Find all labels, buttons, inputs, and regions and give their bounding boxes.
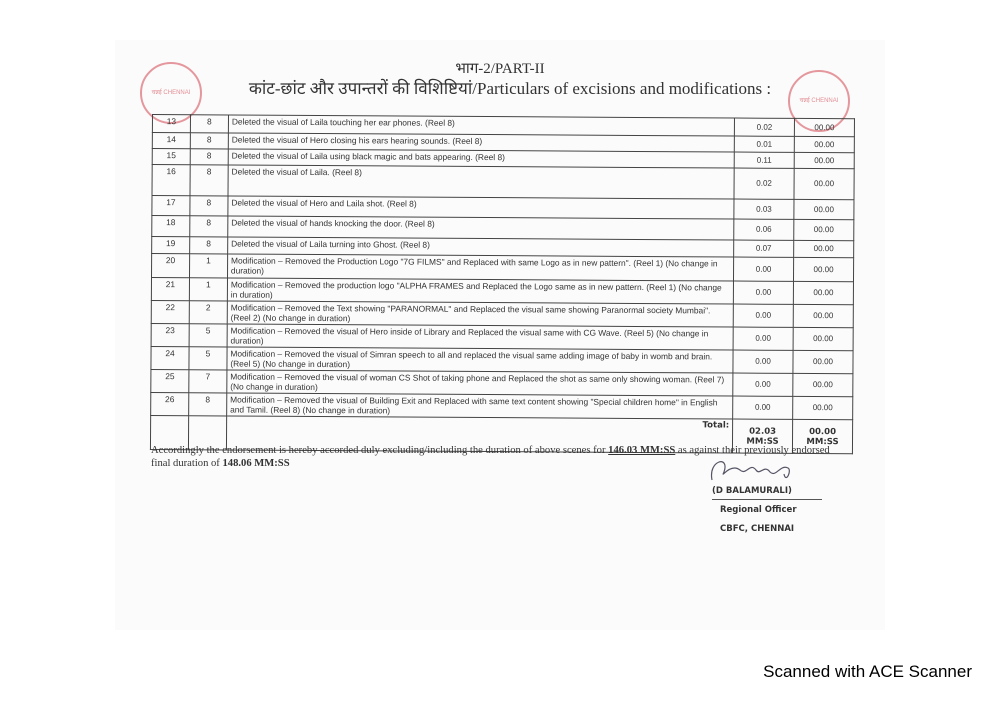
- row-number: 14: [152, 132, 191, 149]
- reel-number: 8: [189, 164, 229, 196]
- part-label: भाग-2/PART-II: [455, 61, 545, 77]
- row-number: 16: [152, 164, 191, 196]
- inserted-cell: 00.00: [792, 350, 854, 374]
- inserted-cell: 00.00: [793, 219, 854, 241]
- description: Modification – Removed the Production Lo…: [227, 253, 734, 282]
- duration-cell: 0.00: [732, 396, 793, 420]
- inserted-cell: 00.00: [794, 118, 855, 137]
- duration-cell: 0.00: [733, 281, 794, 305]
- row-number: 21: [151, 277, 190, 301]
- duration-cell: 0.00: [733, 257, 794, 282]
- duration-cell: 0.02: [734, 168, 795, 200]
- reel-number: 5: [188, 346, 227, 370]
- inserted-cell: 00.00: [793, 304, 854, 328]
- duration-cell: 0.00: [732, 373, 793, 397]
- description: Modification – Removed the visual of Bui…: [226, 392, 733, 420]
- duration-cell: 0.00: [733, 327, 794, 351]
- signatory-role: Regional Officer: [720, 505, 797, 515]
- inserted-cell: 00.00: [794, 152, 855, 169]
- row-number: 25: [150, 369, 189, 393]
- description: Modification – Removed the visual of Her…: [226, 323, 734, 351]
- inserted-cell: 00.00: [793, 199, 854, 220]
- description: Deleted the visual of Laila. (Reel 8): [227, 164, 735, 200]
- inserted-cell: 00.00: [792, 373, 853, 397]
- inserted-cell: 00.00: [793, 240, 854, 258]
- inserted-cell: 00.00: [793, 327, 854, 351]
- row-number: 23: [151, 323, 190, 347]
- excisions-table: 13 8 Deleted the visual of Laila touching …: [150, 114, 855, 454]
- row-number: 13: [152, 114, 191, 133]
- row-number: 22: [151, 300, 190, 324]
- scanner-watermark: Scanned with ACE Scanner: [763, 662, 972, 681]
- reel-number: 8: [190, 148, 229, 165]
- row-number: 20: [151, 253, 190, 278]
- description: Modification – Removed the visual of wom…: [226, 369, 733, 397]
- table-row: 16 8 Deleted the visual of Laila. (Reel 8)…: [152, 164, 855, 200]
- row-number: 17: [151, 195, 190, 216]
- duration-cell: 0.00: [732, 350, 794, 374]
- reel-number: 8: [189, 215, 228, 237]
- duration-cell: 0.02: [734, 118, 795, 137]
- description: Modification – Removed the Text showing …: [227, 300, 734, 328]
- signatory-office: CBFC, CHENNAI: [720, 524, 795, 534]
- reel-number: 1: [189, 277, 228, 301]
- reel-number: 8: [188, 392, 227, 416]
- reel-number: 8: [190, 114, 229, 133]
- inserted-cell: 00.00: [793, 168, 855, 200]
- signature-line: [712, 499, 822, 500]
- document-page: [115, 40, 885, 630]
- inserted-cell: 00.00: [794, 136, 855, 153]
- reel-number: 5: [189, 323, 228, 347]
- reel-number: 7: [188, 369, 227, 393]
- office-stamp-left: चन्नई CHENNAI: [140, 62, 202, 124]
- description: Modification – Removed the production lo…: [227, 277, 734, 305]
- row-number: 18: [151, 215, 190, 237]
- reel-number: 8: [190, 132, 229, 149]
- row-number: 15: [152, 148, 191, 165]
- office-stamp-right: चन्नई CHENNAI: [788, 70, 850, 132]
- reel-number: 1: [189, 253, 228, 278]
- duration-cell: 0.07: [733, 240, 794, 258]
- description: Modification – Removed the visual of Sim…: [226, 346, 734, 374]
- duration-cell: 0.11: [734, 152, 795, 169]
- row-number: 26: [150, 392, 189, 416]
- signature: [711, 461, 790, 481]
- reel-number: 8: [189, 195, 228, 216]
- row-number: 24: [150, 346, 190, 370]
- duration-cell: 0.00: [733, 304, 794, 328]
- row-number: 19: [151, 236, 190, 254]
- inserted-cell: 00.00: [793, 257, 854, 282]
- duration-cell: 0.01: [734, 136, 795, 153]
- duration-cell: 0.06: [733, 219, 794, 241]
- duration-cell: 0.03: [733, 199, 794, 220]
- page-title: कांट-छांट और उपान्तरों की विशिष्टियां/Pa…: [248, 79, 772, 98]
- reel-number: 2: [189, 300, 228, 324]
- reel-number: 8: [189, 236, 228, 254]
- signatory-name: (D BALAMURALI): [712, 486, 792, 496]
- inserted-cell: 00.00: [792, 396, 853, 420]
- inserted-cell: 00.00: [793, 281, 854, 305]
- endorsement-text: Accordingly the endorsement is hereby ac…: [151, 445, 830, 469]
